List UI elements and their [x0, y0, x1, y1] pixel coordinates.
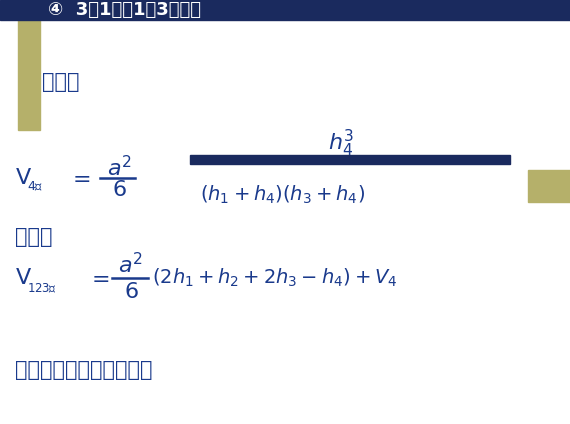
- Text: $\mathrm{123挖}$: $\mathrm{123挖}$: [27, 282, 57, 296]
- Text: $a^2$: $a^2$: [107, 156, 132, 181]
- Text: 挖方量: 挖方量: [15, 227, 52, 247]
- Text: $\mathrm{4填}$: $\mathrm{4填}$: [27, 180, 43, 194]
- Text: 填方量: 填方量: [42, 72, 79, 92]
- Text: $\mathrm{V}$: $\mathrm{V}$: [15, 168, 32, 188]
- Text: $(h_1 + h_4)(h_3 + h_4)$: $(h_1 + h_4)(h_3 + h_4)$: [200, 184, 365, 206]
- Bar: [18, 20, 40, 130]
- Bar: [0, 0, 570, 20]
- Text: 计算时全用绝对值代入。: 计算时全用绝对值代入。: [15, 360, 153, 380]
- Text: $a^2$: $a^2$: [118, 252, 143, 278]
- Text: $6$: $6$: [124, 282, 139, 302]
- Text: $=$: $=$: [68, 168, 91, 188]
- Bar: [528, 170, 570, 202]
- Text: $(2h_1 + h_2 + 2h_3 - h_4) + V_4$: $(2h_1 + h_2 + 2h_3 - h_4) + V_4$: [152, 267, 397, 289]
- Text: $h_4^3$: $h_4^3$: [328, 127, 354, 159]
- Text: $6$: $6$: [112, 180, 127, 200]
- Text: ④  3挖1填（1挖3填）：: ④ 3挖1填（1挖3填）：: [48, 1, 201, 19]
- Bar: [190, 155, 510, 164]
- Text: $\mathrm{V}$: $\mathrm{V}$: [15, 268, 32, 288]
- Text: $=$: $=$: [87, 268, 109, 288]
